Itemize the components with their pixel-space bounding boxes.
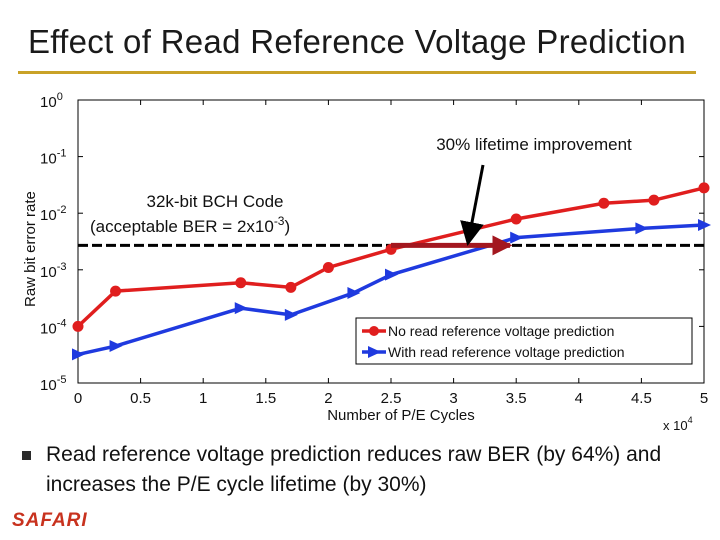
bullet-text: Read reference voltage prediction reduce… bbox=[46, 443, 662, 496]
x-tick-label: 3 bbox=[449, 390, 457, 407]
title-divider bbox=[18, 71, 696, 74]
series-1-point bbox=[698, 182, 710, 194]
annotation-code-line1: 32k-bit BCH Code bbox=[146, 192, 283, 211]
y-tick-label: 10-1 bbox=[40, 148, 66, 168]
legend-marker bbox=[369, 326, 379, 336]
series-2-point bbox=[234, 302, 248, 315]
safari-logo: SAFARI bbox=[12, 510, 88, 531]
annotation-improvement: 30% lifetime improvement bbox=[436, 135, 632, 154]
series-2-point bbox=[635, 222, 649, 235]
legend-label-2: With read reference voltage prediction bbox=[388, 344, 625, 360]
page-title: Effect of Read Reference Voltage Predict… bbox=[28, 23, 687, 60]
bullet-icon bbox=[22, 451, 31, 460]
y-tick-label: 10-5 bbox=[40, 374, 66, 394]
x-axis-label: Number of P/E Cycles bbox=[327, 407, 475, 424]
series-1-point bbox=[648, 194, 660, 206]
y-tick-label: 100 bbox=[40, 91, 63, 111]
series-1-point bbox=[510, 213, 522, 225]
y-tick-label: 10-2 bbox=[40, 204, 66, 224]
improvement-pointer-arrow bbox=[460, 164, 485, 246]
legend-label-1: No read reference voltage prediction bbox=[388, 323, 614, 339]
series-1-point bbox=[285, 281, 297, 293]
x-tick-label: 5 bbox=[700, 390, 708, 407]
series-1-point bbox=[72, 320, 84, 332]
x-tick-label: 3.5 bbox=[506, 390, 527, 407]
annotation-code-line2: (acceptable BER = 2x10-3) bbox=[90, 214, 290, 236]
series-1-point bbox=[598, 197, 610, 209]
y-tick-label: 10-3 bbox=[40, 261, 66, 281]
series-2-point bbox=[385, 268, 398, 281]
series-2-point bbox=[109, 340, 123, 353]
x-tick-label: 2 bbox=[324, 390, 332, 407]
x-tick-label: 0 bbox=[74, 390, 82, 407]
series-2-point bbox=[510, 231, 524, 244]
series-2-point bbox=[347, 286, 361, 299]
x-tick-label: 1.5 bbox=[255, 390, 276, 407]
series-line-1 bbox=[76, 186, 705, 328]
y-tick-label: 10-4 bbox=[40, 317, 66, 337]
series-2-point bbox=[284, 308, 298, 321]
series-2-point bbox=[698, 218, 711, 231]
x-tick-label: 4.5 bbox=[631, 390, 652, 407]
series-1-point bbox=[235, 277, 247, 289]
legend-box bbox=[355, 317, 693, 365]
x-axis-multiplier: x 104 bbox=[663, 415, 693, 433]
x-tick-label: 1 bbox=[199, 390, 207, 407]
x-tick-label: 4 bbox=[575, 390, 583, 407]
x-tick-label: 0.5 bbox=[130, 390, 151, 407]
x-tick-label: 2.5 bbox=[381, 390, 402, 407]
legend-marker bbox=[368, 346, 381, 358]
series-2-point bbox=[72, 348, 85, 361]
series-1-point bbox=[110, 285, 122, 297]
series-1-point bbox=[322, 261, 334, 273]
